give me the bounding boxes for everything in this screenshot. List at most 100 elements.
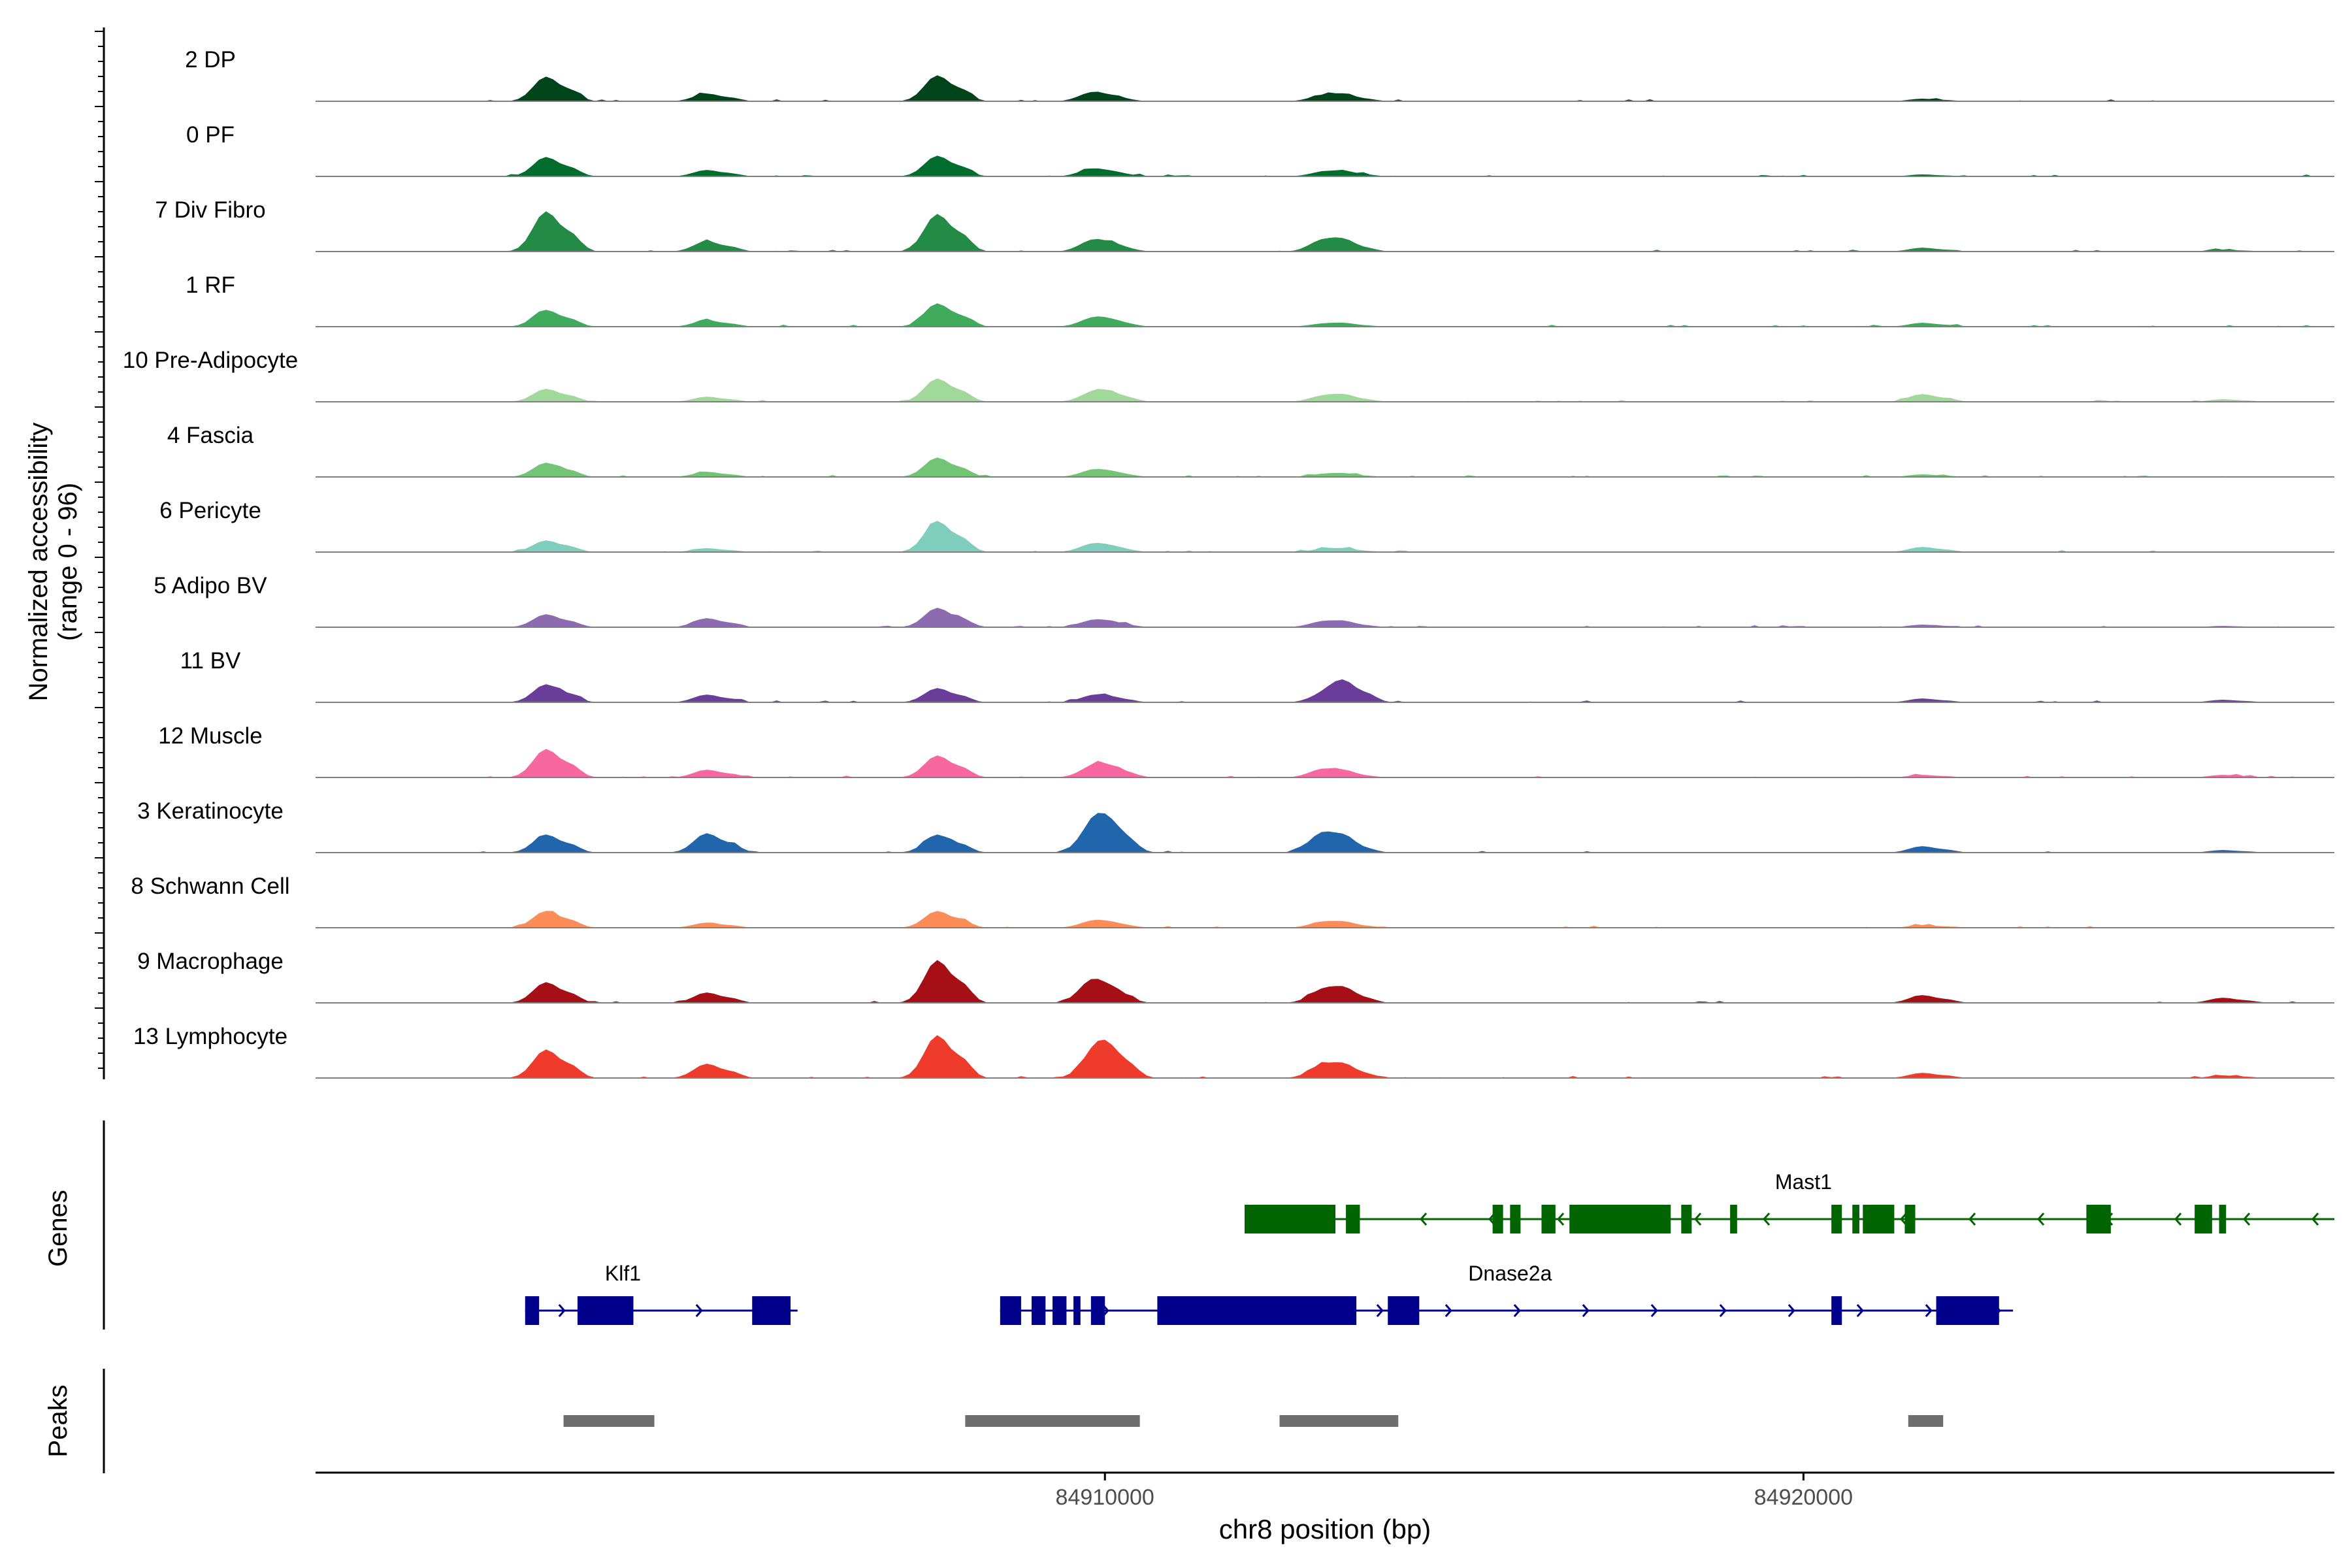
track-label: 7 Div Fibro [155, 197, 265, 223]
x-tick-label: 84910000 [1056, 1485, 1154, 1510]
track-signal [316, 608, 2334, 627]
strand-arrow [2174, 1213, 2182, 1226]
gene-exon [2219, 1205, 2227, 1233]
gene-exon [1053, 1296, 1067, 1325]
y-axis-title-line2: (range 0 - 96) [54, 483, 82, 641]
track-label: 4 Fascia [167, 423, 254, 448]
track-13-lymphocyte: 13 Lymphocyte [133, 1024, 2334, 1079]
track-label: 1 RF [186, 272, 235, 298]
track-label: 12 Muscle [158, 723, 263, 749]
gene-exon [1681, 1205, 1692, 1233]
strand-arrow [2037, 1213, 2045, 1226]
gene-name-label: Dnase2a [1468, 1262, 1552, 1285]
track-6-pericyte: 6 Pericyte [159, 498, 2334, 553]
track-signal [316, 1035, 2334, 1078]
gene-exon [1245, 1205, 1336, 1233]
track-9-macrophage: 9 Macrophage [137, 949, 2334, 1004]
track-signal [316, 679, 2334, 702]
x-axis: 84910000 84920000 [316, 1471, 2334, 1510]
gene-exon [525, 1296, 540, 1325]
gene-exon [1569, 1205, 1671, 1233]
strand-arrow [695, 1304, 703, 1317]
strand-arrow [1968, 1213, 1976, 1226]
strand-arrow [1925, 1304, 1933, 1317]
track-signal [316, 75, 2334, 101]
strand-arrow [1513, 1304, 1521, 1317]
strand-arrow [1856, 1304, 1864, 1317]
track-11-bv: 11 BV [180, 648, 2334, 703]
track-label: 2 DP [185, 47, 236, 73]
peak-track [563, 1415, 1944, 1427]
y-axis-title-line1: Normalized accessibility [24, 423, 53, 702]
gene-name-label: Klf1 [605, 1262, 641, 1285]
peak-region [965, 1415, 1140, 1427]
gene-exon [1346, 1205, 1360, 1233]
track-7-div-fibro: 7 Div Fibro [155, 197, 2334, 252]
strand-arrow [1557, 1213, 1565, 1226]
track-signal [316, 960, 2334, 1003]
strand-arrow [1650, 1304, 1658, 1317]
track-label: 0 PF [186, 122, 235, 148]
track-label: 9 Macrophage [137, 949, 284, 974]
gene-exon [1863, 1205, 1895, 1233]
strand-arrow [1445, 1304, 1452, 1317]
gene-exon [752, 1296, 791, 1325]
peak-region [1279, 1415, 1399, 1427]
gene-exon [2086, 1205, 2111, 1233]
track-signal [316, 211, 2334, 252]
gene-exon [1000, 1296, 1021, 1325]
track-signal [316, 303, 2334, 327]
gene-exon [1831, 1205, 1842, 1233]
track-10-pre-adipocyte: 10 Pre-Adipocyte [123, 348, 2334, 402]
left-axis-lines [95, 27, 105, 1473]
track-label: 11 BV [180, 648, 241, 674]
track-signal [316, 911, 2334, 928]
gene-dnase2a: Dnase2a [1000, 1262, 2014, 1325]
strand-arrow [1582, 1304, 1590, 1317]
gene-exon [1730, 1205, 1737, 1233]
track-3-keratinocyte: 3 Keratinocyte [137, 798, 2334, 853]
gene-name-label: Mast1 [1775, 1170, 1832, 1194]
track-label: 13 Lymphocyte [133, 1024, 287, 1049]
gene-exon [1492, 1205, 1503, 1233]
track-label: 10 Pre-Adipocyte [123, 348, 298, 373]
strand-arrow [2243, 1213, 2251, 1226]
track-signal [316, 813, 2334, 853]
track-signal [316, 749, 2334, 777]
gene-exon [1831, 1296, 1842, 1325]
gene-exon [1936, 1296, 1999, 1325]
strand-arrow [1719, 1304, 1727, 1317]
gene-exon [1157, 1296, 1357, 1325]
track-0-pf: 0 PF [186, 122, 2334, 177]
gene-exon [1541, 1205, 1556, 1233]
track-label: 6 Pericyte [159, 498, 261, 523]
strand-arrow [1376, 1304, 1384, 1317]
genes-panel-label: Genes [44, 1190, 73, 1267]
gene-exon [577, 1296, 634, 1325]
strand-arrow [2311, 1213, 2319, 1226]
gene-mast1: Mast1 [1245, 1170, 2334, 1233]
track-signal [316, 521, 2334, 552]
gene-exon [1852, 1205, 1859, 1233]
gene-exon [1510, 1205, 1521, 1233]
track-4-fascia: 4 Fascia [167, 423, 2334, 478]
peak-region [1908, 1415, 1944, 1427]
strand-arrow [1694, 1213, 1702, 1226]
x-tick-label: 84920000 [1754, 1485, 1853, 1510]
strand-arrow [1420, 1213, 1428, 1226]
accessibility-tracks: 2 DP 0 PF 7 Div Fibro 1 RF 10 Pre-Adipocyte 4… [123, 47, 2334, 1079]
track-1-rf: 1 RF [186, 272, 2334, 327]
gene-exon [1031, 1296, 1046, 1325]
track-12-muscle: 12 Muscle [158, 723, 2334, 778]
strand-arrow [1788, 1304, 1795, 1317]
gene-klf1: Klf1 [525, 1262, 798, 1325]
track-label: 8 Schwann Cell [131, 874, 289, 899]
track-label: 3 Keratinocyte [137, 798, 284, 824]
track-label: 5 Adipo BV [154, 573, 267, 598]
track-8-schwann-cell: 8 Schwann Cell [131, 874, 2334, 928]
gene-exon [1904, 1205, 1916, 1233]
gene-annotation-track: Mast1 Klf1 Dnase2a [525, 1170, 2334, 1325]
peaks-panel-label: Peaks [44, 1384, 73, 1457]
track-signal [316, 155, 2334, 176]
